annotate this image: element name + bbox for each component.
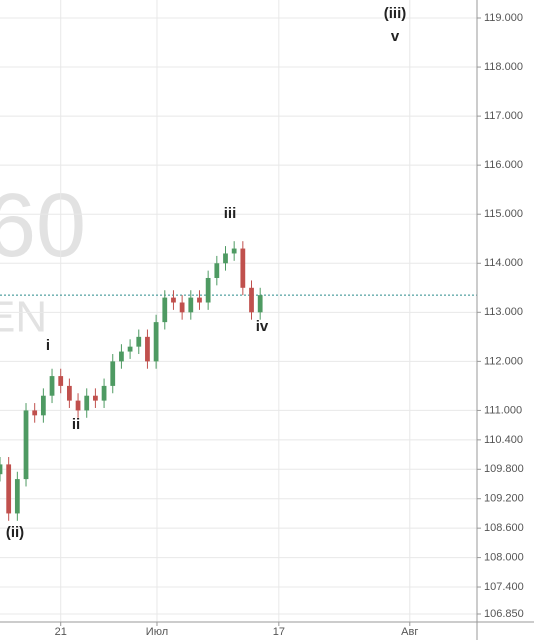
- wave-label: ii: [72, 416, 80, 433]
- y-tick-label: 109.200: [484, 493, 524, 505]
- wave-label: iv: [256, 318, 269, 335]
- y-tick-label: 119.000: [484, 12, 523, 24]
- candle-body: [66, 385, 72, 401]
- candle-body: [240, 248, 246, 288]
- grid: [0, 0, 481, 626]
- candle-body: [110, 361, 116, 386]
- wave-label: i: [46, 337, 50, 354]
- y-tick-label: 118.000: [484, 61, 523, 73]
- candle-body: [32, 410, 38, 416]
- y-tick-label: 109.800: [484, 463, 524, 475]
- y-tick-label: 113.000: [484, 306, 523, 318]
- x-tick-label: 21: [55, 626, 67, 638]
- candle-body: [145, 336, 150, 362]
- candle-body: [153, 322, 159, 362]
- y-tick-label: 116.000: [484, 159, 523, 171]
- x-tick-label: 17: [273, 626, 285, 638]
- y-tick-label: 110.400: [484, 434, 523, 446]
- candle-body: [84, 395, 90, 411]
- candle-body: [223, 253, 228, 264]
- candle-body: [14, 479, 20, 514]
- y-tick-label: 117.000: [484, 110, 523, 122]
- candle-body: [23, 410, 29, 480]
- candle-body: [205, 277, 211, 303]
- y-tick-label: 112.000: [484, 355, 523, 367]
- candle-body: [119, 351, 124, 362]
- candle-body: [40, 395, 46, 416]
- candle-body: [101, 385, 107, 401]
- y-tick-label: 106.850: [484, 608, 524, 620]
- candles: [0, 241, 263, 521]
- wave-label: (iii): [384, 5, 407, 22]
- candle-body: [171, 297, 176, 303]
- y-tick-label: 108.000: [484, 551, 524, 563]
- candle-body: [136, 336, 142, 347]
- wave-label: iii: [224, 205, 237, 222]
- candle-body: [58, 376, 64, 386]
- wave-label: v: [391, 28, 400, 45]
- y-tick-label: 107.400: [484, 581, 524, 593]
- candle-body: [188, 297, 194, 313]
- candle-body: [257, 295, 263, 313]
- candle-body: [75, 400, 81, 411]
- candle-body: [49, 376, 55, 396]
- candle-body: [6, 464, 12, 514]
- candle-body: [127, 346, 133, 352]
- y-tick-label: 114.000: [484, 257, 523, 269]
- candle-body: [0, 464, 3, 475]
- candle-body: [93, 395, 98, 401]
- watermark: EN: [0, 293, 47, 342]
- candle-body: [197, 297, 202, 303]
- candle-body: [249, 287, 254, 313]
- candle-body: [179, 302, 185, 313]
- y-tick-label: 115.000: [484, 208, 523, 220]
- watermark: 60: [0, 176, 86, 276]
- wave-label: (ii): [6, 524, 24, 541]
- candle-body: [214, 263, 220, 278]
- y-tick-label: 108.600: [484, 522, 524, 534]
- y-tick-label: 111.000: [484, 404, 522, 416]
- x-tick-label: Авг: [401, 626, 418, 638]
- candle-body: [231, 248, 237, 254]
- candle-body: [162, 297, 168, 323]
- x-tick-label: Июл: [146, 626, 168, 638]
